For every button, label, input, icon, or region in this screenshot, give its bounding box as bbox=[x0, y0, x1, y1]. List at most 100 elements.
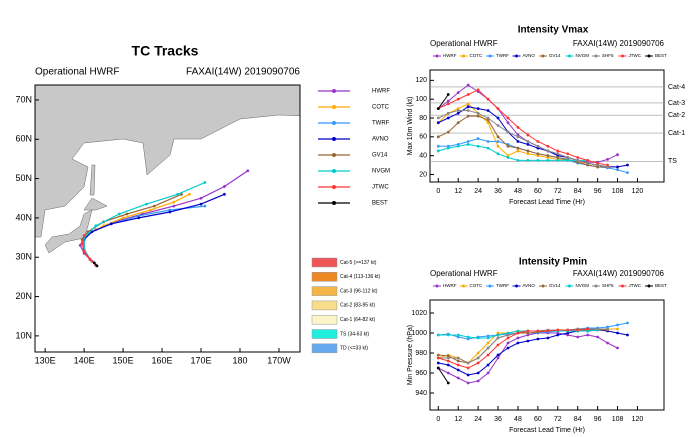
x-tick-label: 36 bbox=[494, 188, 502, 195]
y-tick-label: 940 bbox=[415, 390, 427, 397]
point bbox=[199, 196, 203, 200]
point bbox=[556, 333, 560, 337]
point bbox=[436, 361, 440, 365]
point bbox=[446, 356, 450, 360]
legend-marker bbox=[332, 169, 336, 173]
legend-label: TWRF bbox=[372, 121, 390, 127]
point bbox=[446, 381, 450, 385]
x-tick-label: 108 bbox=[612, 188, 624, 195]
legend-label: AVNO bbox=[523, 283, 536, 288]
point bbox=[626, 321, 629, 325]
point bbox=[148, 208, 152, 212]
category-label: Cat-1 (64-82 kt) bbox=[340, 317, 375, 323]
x-tick-label: 48 bbox=[514, 188, 522, 195]
point bbox=[436, 356, 440, 360]
point bbox=[566, 331, 570, 335]
point bbox=[556, 158, 560, 162]
point bbox=[616, 168, 619, 172]
category-swatch bbox=[311, 286, 338, 296]
legend-label: HWRF bbox=[443, 283, 457, 288]
point bbox=[82, 234, 86, 238]
point bbox=[496, 116, 500, 120]
legend-label: SHF5 bbox=[602, 53, 614, 58]
point bbox=[616, 153, 619, 157]
legend-marker bbox=[462, 54, 465, 58]
point bbox=[536, 140, 540, 143]
point bbox=[496, 124, 500, 127]
legend-label: TWRF bbox=[496, 53, 509, 58]
y-tick-label: 60 bbox=[419, 134, 427, 141]
point bbox=[446, 99, 450, 103]
point bbox=[606, 327, 609, 331]
point bbox=[436, 149, 440, 153]
point bbox=[476, 107, 480, 110]
point bbox=[80, 242, 84, 245]
point bbox=[486, 363, 490, 367]
y-tick-label: 30N bbox=[15, 252, 32, 262]
x-tick-label: 180 bbox=[232, 355, 247, 365]
point bbox=[109, 222, 113, 226]
point bbox=[466, 105, 470, 109]
point bbox=[476, 356, 480, 360]
point bbox=[456, 376, 460, 380]
point bbox=[586, 327, 590, 331]
point bbox=[187, 192, 191, 196]
x-tick-label: 170E bbox=[190, 355, 211, 365]
y-tick-label: 70N bbox=[15, 94, 32, 104]
legend-label: SHF5 bbox=[602, 283, 614, 288]
point bbox=[436, 333, 440, 337]
point bbox=[446, 354, 450, 358]
point bbox=[506, 116, 510, 120]
point bbox=[152, 204, 156, 208]
x-tick-label: 0 bbox=[436, 416, 440, 423]
point bbox=[496, 356, 500, 360]
point bbox=[626, 163, 629, 167]
point bbox=[496, 353, 500, 357]
x-tick-label: 36 bbox=[494, 416, 502, 423]
x-tick-label: 120 bbox=[632, 188, 644, 195]
point bbox=[626, 171, 629, 174]
point bbox=[456, 356, 460, 360]
point bbox=[456, 363, 460, 367]
point bbox=[486, 97, 490, 101]
point bbox=[456, 91, 460, 94]
subtitle: Operational HWRF bbox=[430, 39, 498, 48]
x-tick-label: 84 bbox=[574, 188, 582, 195]
point bbox=[466, 102, 470, 106]
series-line bbox=[437, 367, 449, 384]
point bbox=[506, 346, 510, 350]
x-tick-label: 0 bbox=[436, 188, 440, 195]
point bbox=[586, 158, 590, 162]
point bbox=[516, 341, 520, 345]
point bbox=[556, 331, 560, 335]
point bbox=[486, 336, 490, 340]
point bbox=[456, 109, 460, 112]
x-tick-label: 48 bbox=[514, 416, 522, 423]
point bbox=[180, 192, 183, 196]
legend-marker bbox=[647, 54, 651, 58]
legend-marker bbox=[515, 54, 518, 58]
subtitle: Operational HWRF bbox=[430, 269, 498, 278]
x-tick-label: 12 bbox=[454, 188, 462, 195]
point bbox=[476, 351, 480, 355]
x-tick-label: 96 bbox=[594, 188, 602, 195]
point bbox=[616, 327, 619, 331]
point bbox=[436, 144, 440, 148]
point bbox=[516, 329, 520, 333]
y-tick-label: 1000 bbox=[411, 330, 427, 337]
x-tick-label: 170W bbox=[267, 355, 291, 365]
point bbox=[516, 158, 520, 162]
legend-marker bbox=[332, 185, 336, 189]
point bbox=[246, 169, 250, 173]
point bbox=[496, 140, 500, 143]
point bbox=[172, 200, 176, 204]
y-tick-label: 10N bbox=[15, 330, 32, 340]
point bbox=[145, 202, 148, 206]
legend-label: BEST bbox=[655, 53, 667, 58]
legend-marker bbox=[488, 284, 492, 288]
x-tick-label: 130E bbox=[35, 355, 56, 365]
y-tick-label: 100 bbox=[415, 96, 427, 103]
legend-label: NVGM bbox=[576, 53, 590, 58]
point bbox=[466, 361, 470, 365]
